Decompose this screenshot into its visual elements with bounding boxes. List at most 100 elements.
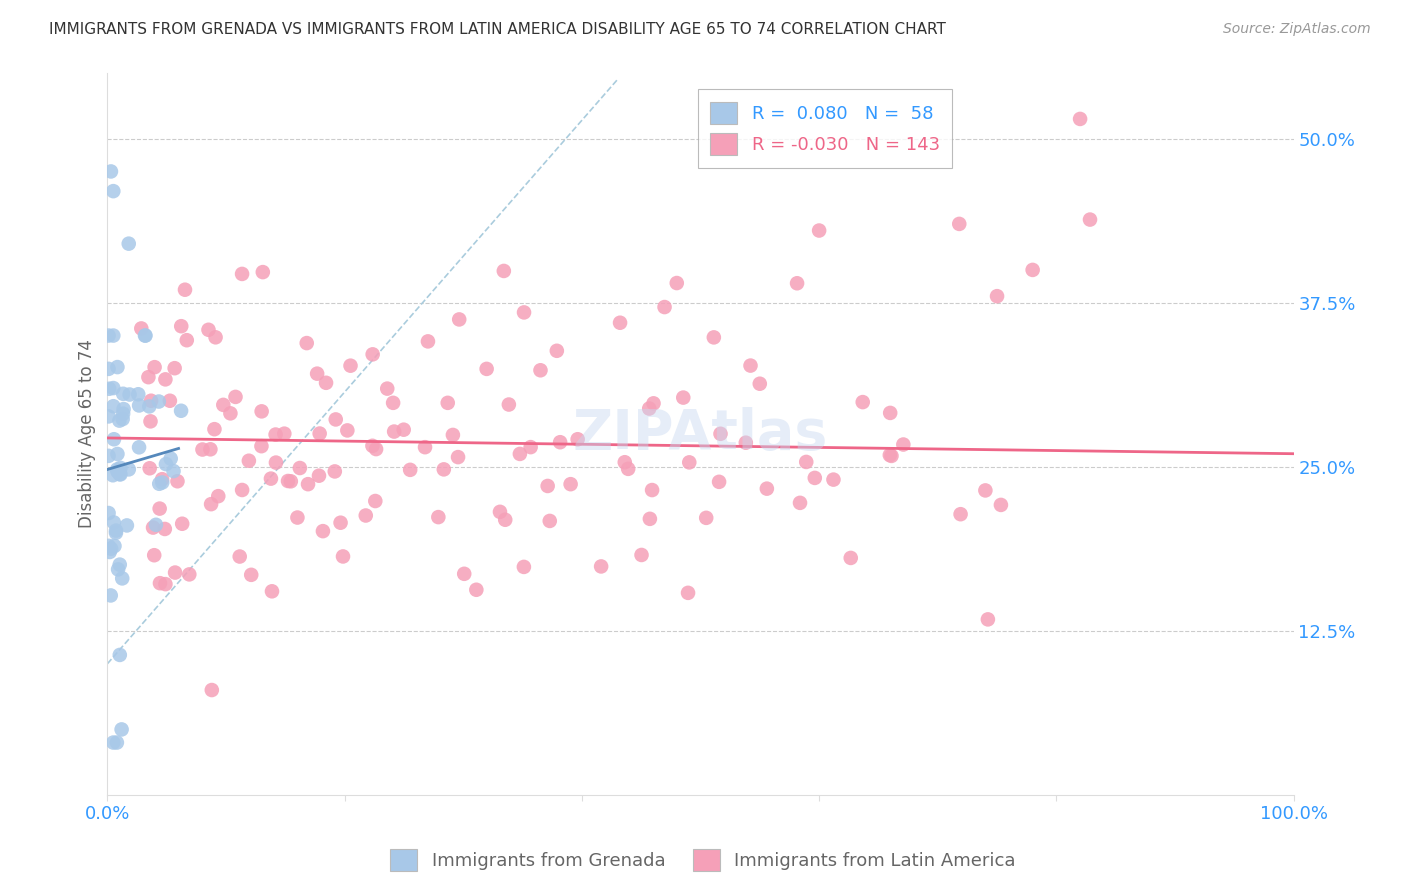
Point [375, 382, 398, 396]
Point [128, 399, 150, 413]
Point [143, 360, 166, 375]
Point [336, 424, 359, 438]
Point [538, 514, 561, 528]
Point [447, 450, 470, 464]
Point [804, 471, 827, 485]
Point [654, 300, 676, 314]
Point [128, 440, 150, 454]
Point [103, 381, 125, 395]
Point [548, 435, 571, 450]
Point [260, 584, 283, 599]
Point [148, 476, 170, 491]
Point [513, 560, 536, 574]
Point [252, 265, 274, 279]
Point [97, 328, 120, 343]
Point [676, 586, 699, 600]
Point [288, 461, 311, 475]
Legend: R =  0.080   N =  58, R = -0.030   N = 143: R = 0.080 N = 58, R = -0.030 N = 143 [697, 89, 952, 168]
Point [453, 566, 475, 581]
Point [165, 566, 187, 580]
Point [127, 387, 149, 401]
Point [108, 558, 131, 572]
Point [100, 541, 122, 556]
Point [364, 494, 387, 508]
Point [142, 520, 165, 534]
Point [361, 439, 384, 453]
Point [197, 323, 219, 337]
Point [231, 483, 253, 497]
Point [98, 382, 121, 396]
Point [786, 277, 808, 291]
Point [118, 462, 141, 476]
Point [155, 577, 177, 591]
Point [703, 330, 725, 344]
Point [149, 501, 172, 516]
Point [139, 393, 162, 408]
Point [986, 289, 1008, 303]
Point [155, 457, 177, 471]
Point [174, 283, 197, 297]
Point [200, 497, 222, 511]
Point [100, 164, 122, 178]
Point [139, 414, 162, 428]
Point [808, 223, 831, 237]
Point [740, 359, 762, 373]
Point [339, 359, 361, 373]
Point [219, 406, 242, 420]
Point [225, 390, 247, 404]
Point [513, 305, 536, 319]
Point [748, 376, 770, 391]
Point [97, 506, 120, 520]
Point [264, 427, 287, 442]
Point [638, 401, 661, 416]
Point [98, 545, 121, 559]
Point [974, 483, 997, 498]
Point [361, 347, 384, 361]
Point [138, 461, 160, 475]
Point [990, 498, 1012, 512]
Point [131, 321, 153, 335]
Point [617, 462, 640, 476]
Point [143, 548, 166, 562]
Point [138, 400, 160, 414]
Point [104, 524, 127, 538]
Point [228, 549, 250, 564]
Point [176, 333, 198, 347]
Point [295, 336, 318, 351]
Point [138, 370, 160, 384]
Point [103, 516, 125, 530]
Point [148, 394, 170, 409]
Point [1069, 112, 1091, 126]
Point [537, 479, 560, 493]
Point [416, 334, 439, 349]
Legend: Immigrants from Grenada, Immigrants from Latin America: Immigrants from Grenada, Immigrants from… [384, 842, 1022, 879]
Point [323, 464, 346, 478]
Point [297, 477, 319, 491]
Point [332, 549, 354, 564]
Point [110, 461, 132, 475]
Point [498, 398, 520, 412]
Point [308, 426, 330, 441]
Point [277, 474, 299, 488]
Point [162, 464, 184, 478]
Point [155, 372, 177, 386]
Point [107, 562, 129, 576]
Point [108, 467, 131, 482]
Point [546, 343, 568, 358]
Point [879, 448, 901, 462]
Point [977, 612, 1000, 626]
Point [107, 360, 129, 375]
Point [104, 525, 127, 540]
Point [948, 217, 970, 231]
Point [449, 312, 471, 326]
Point [110, 467, 132, 482]
Point [641, 483, 664, 497]
Point [280, 475, 302, 489]
Point [103, 539, 125, 553]
Point [153, 522, 176, 536]
Point [108, 648, 131, 662]
Point [260, 472, 283, 486]
Point [172, 516, 194, 531]
Point [201, 683, 224, 698]
Point [427, 510, 450, 524]
